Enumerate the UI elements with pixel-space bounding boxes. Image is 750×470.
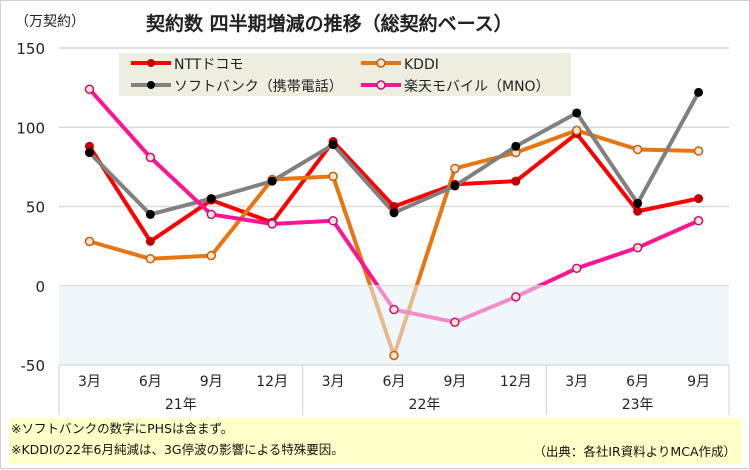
data-point (450, 163, 460, 174)
y-tick-label: 100 (16, 119, 45, 137)
data-point (693, 146, 704, 156)
data-point (84, 141, 94, 151)
data-point (267, 176, 277, 186)
data-point (511, 176, 521, 186)
year-label: 21年 (165, 397, 197, 413)
data-point (633, 206, 643, 216)
data-point (328, 216, 338, 226)
x-tick-label: 12月 (256, 374, 288, 390)
data-point (450, 181, 460, 191)
data-point (511, 292, 521, 302)
series-line-2 (88, 91, 701, 217)
data-point (389, 208, 399, 218)
data-point (694, 87, 704, 97)
data-point (571, 125, 582, 136)
x-tick-label: 3月 (565, 374, 588, 390)
legend-label: ソフトバンク（携帯電話） (174, 78, 343, 95)
data-point (328, 171, 338, 182)
data-point (267, 219, 277, 229)
x-tick-label: 9月 (200, 374, 223, 390)
data-point (632, 242, 643, 253)
data-point (328, 140, 338, 150)
y-axis-label: （万契約） (15, 14, 85, 30)
note-kddi: ※KDDIの22年6月純減は、3G停波の影響による特殊要因。 (11, 442, 344, 457)
year-label: 23年 (622, 397, 654, 413)
source-text: （出典：各社IR資料よりMCA作成） (533, 444, 736, 459)
x-tick-label: 9月 (687, 374, 710, 390)
data-point (206, 194, 216, 204)
data-point (389, 304, 399, 315)
y-tick-label: 50 (26, 199, 45, 217)
data-point (84, 236, 95, 247)
legend-label: NTTドコモ (174, 57, 243, 73)
year-label: 22年 (409, 397, 441, 413)
legend-marker (147, 81, 155, 89)
x-tick-label: 12月 (500, 374, 532, 390)
data-point (84, 84, 95, 94)
x-tick-label: 9月 (443, 374, 466, 390)
x-tick-label: 6月 (383, 374, 406, 390)
legend-marker (376, 58, 386, 68)
data-point (145, 209, 155, 219)
data-point (633, 198, 643, 208)
y-tick-label: 150 (16, 40, 45, 58)
data-point (693, 216, 704, 226)
data-point (206, 250, 217, 261)
x-tick-label: 3月 (322, 374, 345, 390)
data-point (450, 317, 460, 327)
note-softbank: ※ソフトバンクの数字にPHSは含まず。 (11, 421, 234, 436)
x-tick-label: 6月 (139, 374, 162, 390)
legend-label: KDDI (404, 57, 439, 73)
data-point (632, 144, 643, 155)
y-tick-label: -50 (21, 357, 46, 375)
data-point (694, 194, 704, 204)
data-point (389, 202, 399, 211)
legend-box (119, 53, 571, 96)
x-tick-label: 6月 (626, 374, 649, 390)
data-point (572, 108, 582, 118)
data-point (145, 254, 156, 264)
notes-box: ※ソフトバンクの数字にPHSは含まず。 ※KDDIの22年6月純減は、3G停波の… (9, 418, 742, 464)
legend-label: 楽天モバイル（MNO） (404, 79, 550, 95)
data-point (145, 152, 156, 163)
x-tick-label: 3月 (78, 374, 101, 390)
data-point (511, 141, 521, 151)
legend-marker (376, 80, 386, 90)
data-point (571, 263, 582, 274)
legend-marker (147, 59, 155, 67)
y-tick-label: 0 (35, 278, 45, 296)
data-point (389, 350, 399, 361)
data-point (145, 236, 155, 246)
chart-title: 契約数 四半期増減の推移（総契約ベース） (145, 12, 513, 35)
data-point (206, 209, 217, 220)
data-point (84, 148, 94, 158)
